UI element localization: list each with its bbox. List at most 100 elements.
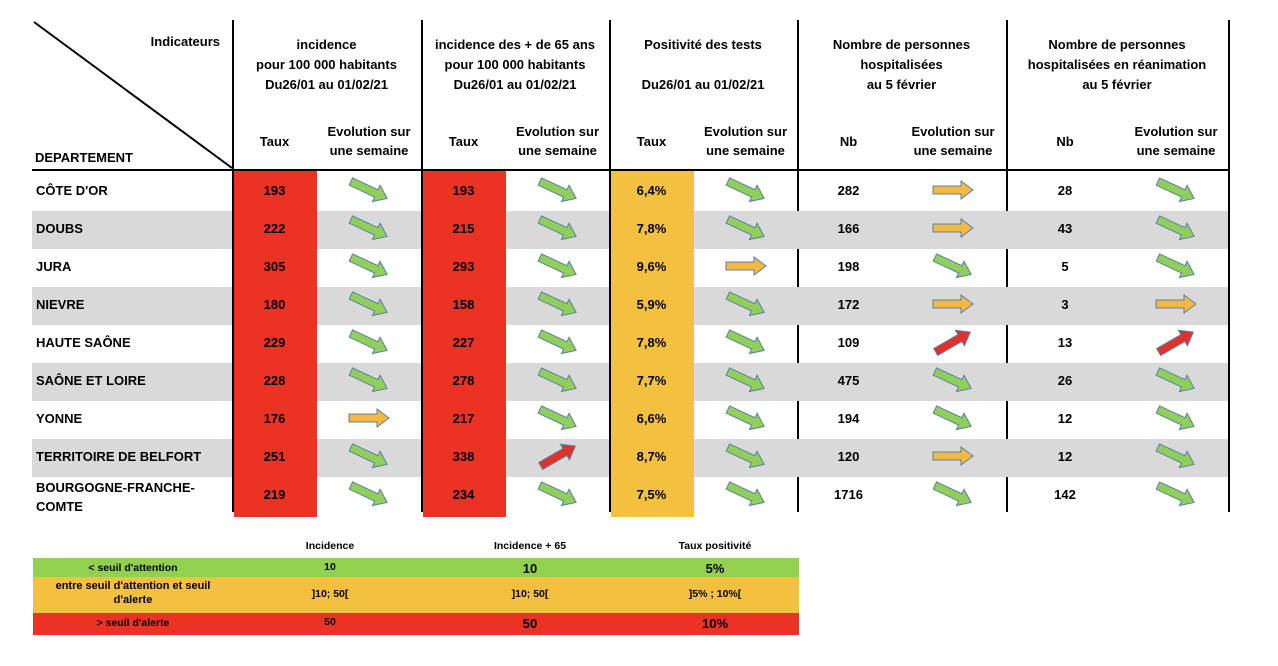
legend-value: ]10; 50[ — [311, 588, 349, 600]
inc65-value: 234 — [452, 487, 475, 502]
trend-down-arrow-icon — [722, 289, 770, 319]
column-group-header: Du26/01 au 01/02/21 — [641, 77, 765, 92]
trend-down-arrow-icon — [929, 403, 977, 433]
inc65-value: 158 — [452, 297, 475, 312]
pos-value: 7,5% — [636, 487, 667, 502]
hosp-value: 282 — [837, 183, 860, 198]
trend-down-arrow-icon — [929, 479, 977, 509]
trend-down-arrow-icon — [345, 213, 393, 243]
inc65-value: 338 — [452, 449, 475, 464]
column-group-header: pour 100 000 habitants — [444, 57, 586, 72]
row-band — [32, 439, 232, 477]
hosp-value: 198 — [837, 259, 860, 274]
hosp-value: 172 — [837, 297, 860, 312]
trend-up-arrow-icon — [534, 441, 582, 471]
col-divider — [421, 20, 423, 512]
col-divider — [797, 20, 799, 512]
column-subheader: Evolution sur une semaine — [911, 124, 995, 158]
incidence65-red-column — [423, 171, 506, 517]
trend-down-arrow-icon — [534, 327, 582, 357]
trend-down-arrow-icon — [345, 479, 393, 509]
hosp-value: 109 — [837, 335, 860, 350]
hosp-value: 120 — [837, 449, 860, 464]
inc-value: 228 — [263, 373, 286, 388]
legend-value: 10 — [324, 561, 336, 573]
inc65-value: 227 — [452, 335, 475, 350]
trend-down-arrow-icon — [1152, 365, 1200, 395]
column-subheader: Evolution sur une semaine — [703, 124, 788, 158]
trend-down-arrow-icon — [722, 327, 770, 357]
pos-value: 7,7% — [636, 373, 667, 388]
row-band — [32, 287, 232, 325]
legend-threshold-label: < seuil d'attention — [88, 562, 178, 574]
department-name: CÔTE D'OR — [36, 183, 108, 198]
department-name: SAÔNE ET LOIRE — [36, 373, 146, 388]
trend-down-arrow-icon — [345, 251, 393, 281]
department-name: DOUBS — [36, 221, 83, 236]
col-divider — [1006, 20, 1008, 512]
inc-value: 219 — [263, 487, 286, 502]
column-group-header: incidence — [296, 37, 357, 52]
trend-down-arrow-icon — [534, 175, 582, 205]
trend-down-arrow-icon — [1152, 251, 1200, 281]
trend-down-arrow-icon — [345, 327, 393, 357]
trend-down-arrow-icon — [345, 289, 393, 319]
rea-value: 43 — [1057, 221, 1073, 236]
department-name: YONNE — [36, 411, 83, 426]
col-divider — [1228, 20, 1230, 512]
column-group-header: incidence des + de 65 ans — [434, 37, 596, 52]
pos-value: 6,6% — [636, 411, 667, 426]
trend-down-arrow-icon — [345, 175, 393, 205]
rea-value: 12 — [1057, 449, 1073, 464]
corner-bottom-label: DEPARTEMENT — [35, 150, 133, 165]
pos-value: 7,8% — [636, 221, 667, 236]
legend-row: < seuil d'attention 10 10 5% — [33, 558, 799, 577]
col-divider — [609, 20, 611, 512]
trend-down-arrow-icon — [929, 365, 977, 395]
legend-column-header: Incidence + 65 — [493, 540, 567, 552]
trend-down-arrow-icon — [929, 251, 977, 281]
column-group-header: hospitalisées en réanimation — [1027, 57, 1207, 72]
department-name: JURA — [36, 259, 72, 274]
column-subheader: Evolution sur une semaine — [327, 124, 411, 158]
legend-column-header: Taux positivité — [678, 540, 752, 552]
inc-value: 229 — [263, 335, 286, 350]
column-group-header: Nombre de personnes — [832, 37, 971, 52]
incidence-red-column — [234, 171, 317, 517]
hosp-value: 475 — [837, 373, 860, 388]
legend-value: 50 — [522, 616, 538, 631]
pos-value: 7,8% — [636, 335, 667, 350]
column-subheader: Taux — [259, 134, 290, 149]
inc-value: 222 — [263, 221, 286, 236]
row-band — [32, 363, 232, 401]
column-group-header: hospitalisées — [860, 57, 943, 72]
inc-value: 193 — [263, 183, 286, 198]
trend-down-arrow-icon — [534, 251, 582, 281]
rea-value: 142 — [1054, 487, 1076, 502]
column-subheader: Nb — [839, 134, 858, 149]
legend-value: ]5% ; 10%[ — [688, 588, 742, 600]
trend-down-arrow-icon — [722, 403, 770, 433]
header-rule — [32, 169, 1230, 171]
trend-flat-arrow-icon — [929, 213, 977, 243]
trend-flat-arrow-icon — [345, 403, 393, 433]
legend-value: 50 — [324, 616, 336, 628]
legend-row: > seuil d'alerte 50 50 10% — [33, 613, 799, 635]
trend-up-arrow-icon — [929, 327, 977, 357]
column-subheader: Taux — [448, 134, 479, 149]
row-band — [32, 211, 232, 249]
legend-threshold-label: entre seuil d'attention et seuil d'alert… — [55, 580, 211, 606]
trend-flat-arrow-icon — [929, 289, 977, 319]
rea-value: 26 — [1057, 373, 1073, 388]
column-group-header: au 5 février — [1082, 77, 1152, 92]
column-group-header: Du26/01 au 01/02/21 — [453, 77, 577, 92]
inc-value: 305 — [263, 259, 286, 274]
inc65-value: 215 — [452, 221, 475, 236]
trend-down-arrow-icon — [534, 213, 582, 243]
legend-value: 10% — [701, 616, 729, 631]
trend-up-arrow-icon — [1152, 327, 1200, 357]
inc65-value: 217 — [452, 411, 475, 426]
trend-down-arrow-icon — [345, 441, 393, 471]
trend-down-arrow-icon — [534, 289, 582, 319]
inc-value: 251 — [263, 449, 286, 464]
